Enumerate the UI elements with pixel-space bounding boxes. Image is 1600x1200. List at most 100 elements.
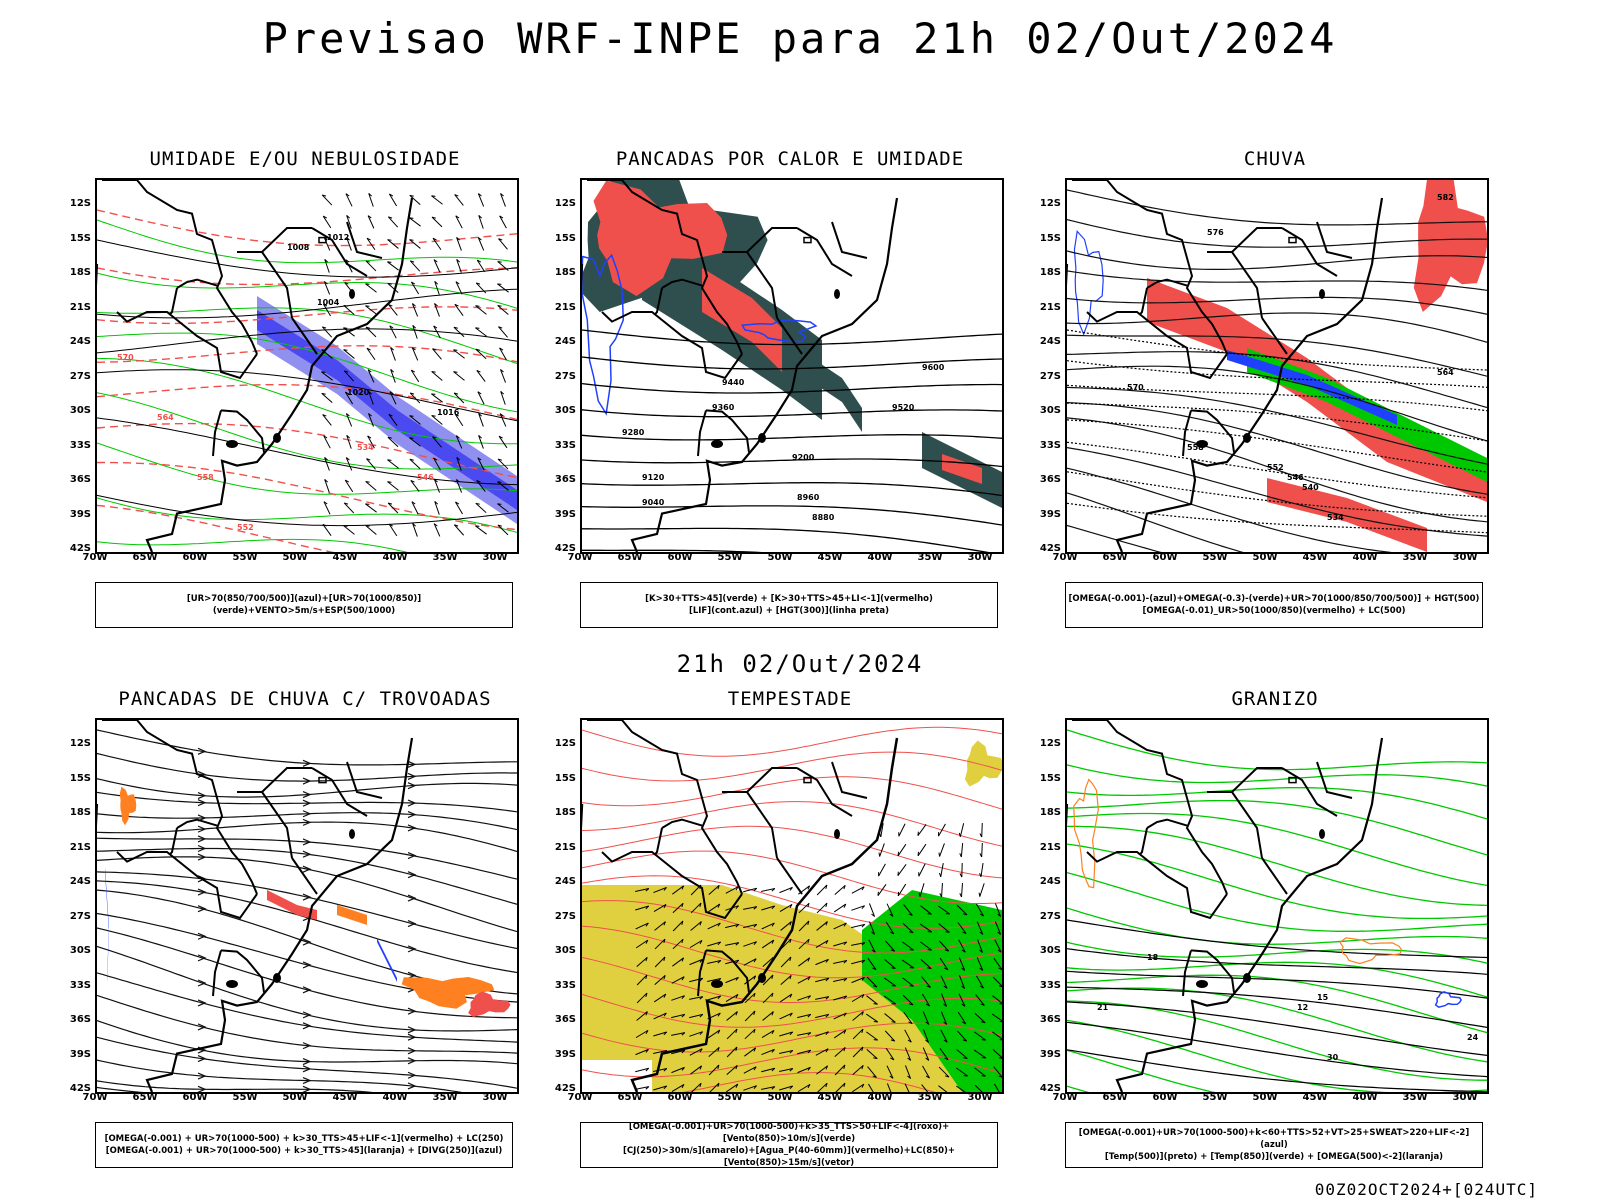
contour-label: 540 xyxy=(1302,483,1319,492)
map-area xyxy=(95,718,519,1094)
longitude-tick-label: 40W xyxy=(382,552,408,563)
contour-label: 8960 xyxy=(797,493,820,502)
contour-label: 9040 xyxy=(642,498,665,507)
contour-label: 564 xyxy=(1437,368,1454,377)
longitude-tick-label: 65W xyxy=(1102,1092,1128,1103)
contour-label: 534 xyxy=(357,443,374,452)
longitude-axis: 70W 65W 60W 55W 50W 45W 40W 35W 30W xyxy=(568,552,1002,566)
contour-label: 9280 xyxy=(622,428,645,437)
latitude-tick-label: 18S xyxy=(69,267,91,278)
legend-box: [OMEGA(-0.001)-(azul)+OMEGA(-0.3)-(verde… xyxy=(1065,582,1483,628)
contour-label: 30 xyxy=(1327,1053,1339,1062)
contour-label: 18 xyxy=(1147,953,1159,962)
longitude-axis: 70W 65W 60W 55W 50W 45W 40W 35W 30W xyxy=(83,1092,517,1106)
latitude-tick-label: 36S xyxy=(69,1014,91,1025)
contour-label: 552 xyxy=(1267,463,1284,472)
latitude-axis: 12S 15S 18S 21S 24S 27S 30S 33S 36S 39S 42S xyxy=(540,718,578,1094)
latitude-tick-label: 30S xyxy=(69,945,91,956)
contour-label: 582 xyxy=(1437,193,1454,202)
latitude-tick-label: 42S xyxy=(554,543,576,554)
main-title: Previsao WRF-INPE para 21h 02/Out/2024 xyxy=(262,14,1338,63)
legend-line: [OMEGA(-0.001) + UR>70(1000-500) + k>30_… xyxy=(104,1134,504,1144)
latitude-tick-label: 39S xyxy=(1039,1048,1061,1060)
longitude-tick-label: 30W xyxy=(967,1092,993,1103)
latitude-tick-label: 12S xyxy=(554,198,576,209)
longitude-tick-label: 65W xyxy=(617,1092,643,1103)
longitude-tick-label: 60W xyxy=(667,1092,693,1103)
map-outline xyxy=(582,720,899,1092)
latitude-tick-label: 24S xyxy=(554,336,576,347)
panel-title: PANCADAS DE CHUVA C/ TROVOADAS xyxy=(118,688,492,710)
longitude-tick-label: 30W xyxy=(967,552,993,563)
longitude-tick-label: 70W xyxy=(82,1092,108,1103)
panel-title: CHUVA xyxy=(1243,148,1307,170)
longitude-tick-label: 60W xyxy=(1152,552,1178,563)
panel-umidade: UMIDADE E/OU NEBULOSIDADE 12S 15S 18S 21S 24S… xyxy=(55,148,555,648)
run-time-stamp: 00Z02OCT2024+[024UTC] xyxy=(1314,1180,1538,1199)
longitude-tick-label: 70W xyxy=(82,552,108,563)
latitude-tick-label: 21S xyxy=(1039,841,1061,853)
longitude-tick-label: 65W xyxy=(132,552,158,563)
contour-label: 9120 xyxy=(642,473,665,482)
longitude-tick-label: 55W xyxy=(717,552,743,563)
panel-tempestade: TEMPESTADE 12S 15S 18S 21S 24S 27S 30S 33S 36S 39S… xyxy=(540,688,1040,1188)
contour-label: 570 xyxy=(117,353,134,362)
longitude-tick-label: 40W xyxy=(382,1092,408,1103)
contour-label: 9440 xyxy=(722,378,745,387)
latitude-tick-label: 27S xyxy=(554,910,576,922)
latitude-tick-label: 18S xyxy=(1039,807,1061,818)
latitude-tick-label: 33S xyxy=(1039,439,1061,451)
latitude-tick-label: 15S xyxy=(69,232,91,244)
contour-label: 24 xyxy=(1467,1033,1479,1042)
contour-label: 558 xyxy=(197,473,214,482)
panel-title: UMIDADE E/OU NEBULOSIDADE xyxy=(149,148,461,170)
contour-label: 9200 xyxy=(792,453,815,462)
longitude-tick-label: 35W xyxy=(432,552,458,563)
latitude-tick-label: 42S xyxy=(1039,1083,1061,1094)
panel-pancadas-calor: PANCADAS POR CALOR E UMIDADE 12S 15S 18S 21S… xyxy=(540,148,1040,648)
longitude-tick-label: 35W xyxy=(917,1092,943,1103)
longitude-axis: 70W 65W 60W 55W 50W 45W 40W 35W 30W xyxy=(1053,1092,1487,1106)
map-area xyxy=(580,718,1004,1094)
longitude-tick-label: 40W xyxy=(867,1092,893,1103)
latitude-tick-label: 36S xyxy=(554,1014,576,1025)
legend-line: [K>30+TTS>45](verde) + [K>30+TTS>45+LI<-… xyxy=(645,594,933,604)
legend-box: [UR>70(850/700/500)](azul)+[UR>70(1000/8… xyxy=(95,582,513,628)
latitude-tick-label: 30S xyxy=(69,405,91,416)
panel-title: GRANIZO xyxy=(1231,688,1319,710)
latitude-tick-label: 18S xyxy=(69,807,91,818)
longitude-axis: 70W 65W 60W 55W 50W 45W 40W 35W 30W xyxy=(83,552,517,566)
map-outline xyxy=(97,180,414,552)
latitude-axis: 12S 15S 18S 21S 24S 27S 30S 33S 36S 39S 42S xyxy=(1025,718,1063,1094)
contour-label: 9520 xyxy=(892,403,915,412)
latitude-tick-label: 24S xyxy=(69,336,91,347)
longitude-tick-label: 45W xyxy=(1302,1092,1328,1103)
map-area: 582 576 570 564 558 552 546 540 534 xyxy=(1065,178,1489,554)
longitude-tick-label: 40W xyxy=(867,552,893,563)
longitude-tick-label: 45W xyxy=(1302,552,1328,563)
latitude-tick-label: 24S xyxy=(1039,876,1061,887)
latitude-tick-label: 36S xyxy=(554,474,576,485)
latitude-tick-label: 39S xyxy=(1039,508,1061,520)
latitude-tick-label: 15S xyxy=(69,772,91,784)
latitude-axis: 12S 15S 18S 21S 24S 27S 30S 33S 36S 39S 42S xyxy=(55,718,93,1094)
latitude-tick-label: 21S xyxy=(554,841,576,853)
latitude-tick-label: 12S xyxy=(69,198,91,209)
map-area: 570 564 558 552 546 534 1012 1008 1004 1020 1016 xyxy=(95,178,519,554)
legend-line: [UR>70(850/700/500)](azul)+[UR>70(1000/8… xyxy=(186,594,422,616)
longitude-tick-label: 45W xyxy=(332,552,358,563)
contour-label: 1016 xyxy=(437,408,460,417)
latitude-tick-label: 21S xyxy=(69,301,91,313)
latitude-axis: 12S 15S 18S 21S 24S 27S 30S 33S 36S 39S 42S xyxy=(55,178,93,554)
latitude-tick-label: 27S xyxy=(554,370,576,382)
contour-label: 570 xyxy=(1127,383,1144,392)
longitude-tick-label: 60W xyxy=(182,1092,208,1103)
latitude-tick-label: 15S xyxy=(1039,772,1061,784)
panel-trovoadas: PANCADAS DE CHUVA C/ TROVOADAS 12S 15S 18S 2… xyxy=(55,688,555,1188)
contour-label: 9600 xyxy=(922,363,945,372)
latitude-tick-label: 21S xyxy=(69,841,91,853)
panel-chuva: CHUVA 12S 15S 18S 21S 24S 27S 30S 33S 36S 39S 42S 58… xyxy=(1025,148,1525,648)
map-area: 18 15 12 21 24 30 xyxy=(1065,718,1489,1094)
latitude-tick-label: 30S xyxy=(554,945,576,956)
